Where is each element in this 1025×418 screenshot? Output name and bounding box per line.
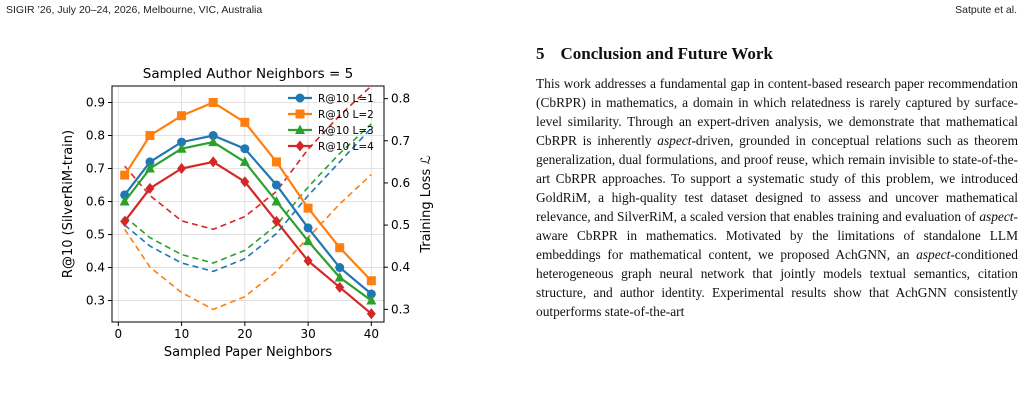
data-point-square (120, 170, 130, 180)
data-point-triangle (144, 163, 155, 173)
running-head-right: Satpute et al. (955, 4, 1017, 16)
section-heading: 5 Conclusion and Future Work (536, 44, 1018, 64)
data-point-triangle (295, 124, 305, 134)
data-point-circle (295, 93, 305, 103)
emphasis-text: aspect (916, 247, 951, 262)
series-line (123, 160, 373, 315)
x-tick-label: 40 (364, 327, 379, 341)
legend-label: R@10 L=4 (318, 141, 374, 153)
y-tick-label: 0.4 (86, 261, 105, 275)
y2-tick-label: 0.6 (391, 176, 410, 190)
data-point-diamond (303, 255, 313, 267)
paragraph-text: -conditioned heterogeneous graph neural … (536, 247, 1018, 319)
data-point-circle (240, 144, 250, 154)
data-point-circle (335, 263, 345, 273)
y-tick-label: 0.7 (86, 162, 105, 176)
y-tick-label: 0.9 (86, 96, 105, 110)
data-point-triangle (208, 136, 219, 147)
data-point-triangle (334, 271, 345, 282)
paragraph-text: -aware CbRPR in mathematics. Mo­tivated … (536, 209, 1018, 262)
loss-line (124, 127, 372, 273)
data-point-square (240, 117, 250, 127)
data-point-triangle (366, 295, 377, 305)
data-point-triangle (271, 196, 282, 206)
x-tick-label: 0 (115, 327, 123, 341)
data-point-diamond (240, 176, 250, 188)
data-point-diamond (271, 215, 281, 227)
emphasis-text: aspect (657, 133, 692, 148)
data-point-square (145, 131, 155, 141)
y-tick-label: 0.8 (86, 129, 105, 143)
data-point-triangle (176, 143, 187, 153)
data-point-square (295, 109, 305, 119)
data-point-square (335, 243, 345, 253)
data-point-circle (208, 131, 218, 141)
data-point-triangle (239, 156, 250, 166)
data-point-circle (177, 137, 187, 147)
chart-title: Sampled Author Neighbors = 5 (143, 66, 353, 82)
y-tick-label: 0.5 (86, 228, 105, 242)
line-chart: 0 10 20 30 40 0.3 0.4 0.5 0.6 0.7 0.8 0.9 0.3 0.4 0.5 0… (61, 66, 434, 360)
section-title: Conclusion and Future Work (560, 44, 773, 63)
loss-line (124, 123, 372, 264)
data-point-square (303, 203, 313, 213)
y2-tick-label: 0.7 (391, 134, 410, 148)
data-point-diamond (145, 182, 155, 194)
data-point-square (208, 98, 218, 108)
y2-tick-label: 0.3 (391, 302, 410, 316)
plot-frame (111, 85, 385, 323)
paragraph-text: This work addresses a fundamental gap in… (536, 76, 1018, 148)
data-point-square (177, 111, 187, 121)
data-point-triangle (303, 235, 314, 246)
x-axis-label: Sampled Paper Neighbors (164, 345, 332, 360)
conclusion-section: 5 Conclusion and Future Work This work ad… (536, 44, 1018, 321)
x-tick-label: 20 (237, 327, 252, 341)
y2-tick-label: 0.5 (391, 218, 410, 232)
data-point-diamond (335, 281, 345, 293)
data-point-square (271, 157, 281, 167)
section-number: 5 (536, 44, 545, 63)
data-point-triangle (119, 196, 130, 206)
y-axis-label: R@10 (SilverRiM-train) (61, 130, 76, 278)
emphasis-text: aspect (979, 209, 1014, 224)
x-tick-label: 30 (300, 327, 315, 341)
paragraph-text: -driven, grounded in conceptual relation… (536, 133, 1019, 224)
data-point-circle (271, 180, 281, 190)
legend-label: R@10 L=1 (318, 93, 374, 105)
data-point-circle (145, 157, 155, 167)
y2-tick-label: 0.8 (391, 92, 410, 106)
y-tick-label: 0.3 (86, 294, 105, 308)
data-point-diamond (366, 308, 376, 320)
loss-line (124, 85, 372, 231)
data-point-circle (366, 289, 376, 299)
y2-tick-label: 0.4 (391, 260, 410, 274)
y2-axis-label: Training Loss ℒ (419, 155, 434, 253)
y-tick-label: 0.6 (86, 195, 105, 209)
data-point-diamond (177, 163, 187, 175)
data-point-diamond (208, 156, 218, 168)
legend-label: R@10 L=2 (318, 109, 374, 121)
data-point-circle (303, 223, 313, 233)
legend-label: R@10 L=3 (318, 125, 374, 137)
running-head-left: SIGIR ’26, July 20–24, 2026, Melbourne, … (6, 4, 263, 16)
loss-line (124, 173, 372, 311)
section-paragraph: This work addresses a fundamental gap in… (536, 74, 1018, 321)
data-point-diamond (120, 215, 130, 227)
data-point-diamond (295, 140, 305, 152)
data-point-square (366, 276, 376, 286)
x-tick-label: 10 (174, 327, 189, 341)
